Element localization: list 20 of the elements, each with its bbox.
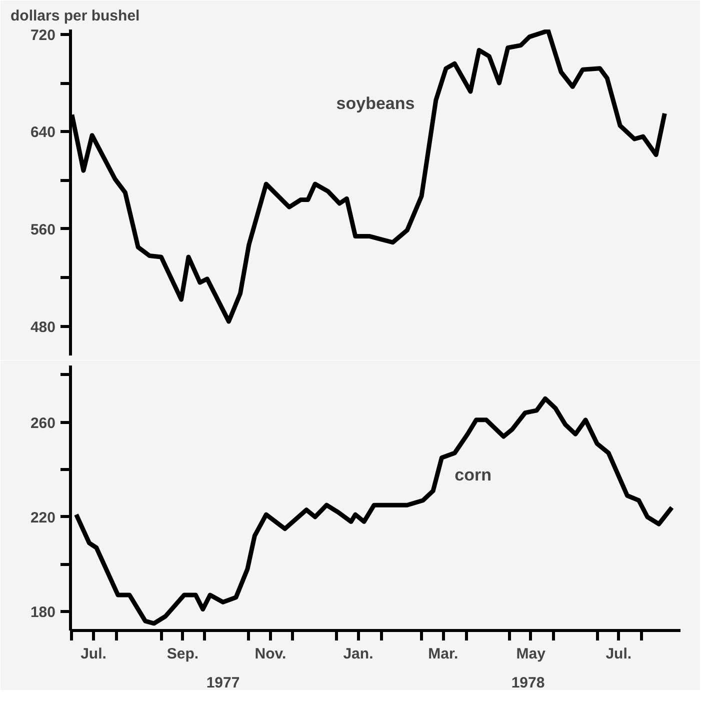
series-label: soybeans <box>336 94 415 113</box>
series-label: corn <box>454 466 492 485</box>
x-tick-label: Jan. <box>343 646 374 662</box>
y-tick-label: 260 <box>30 414 56 432</box>
y-tick-label: 720 <box>30 26 56 44</box>
x-tick-label: Nov. <box>254 646 286 662</box>
x-tick-label: Mar. <box>428 646 458 662</box>
y-tick-label: 480 <box>30 318 56 336</box>
y-tick-label: 560 <box>30 221 56 238</box>
text: 1978 <box>511 674 545 692</box>
x-tick-label: Jul. <box>80 646 106 662</box>
y-tick-label: 180 <box>30 604 56 622</box>
x-tick-label: May <box>516 646 546 662</box>
text: 1977 <box>206 674 240 692</box>
line-series <box>74 396 674 626</box>
x-tick-label: Sep. <box>166 646 199 662</box>
y-axis-title: dollars per bushel <box>10 8 140 24</box>
x-tick-label: Jul. <box>606 646 632 662</box>
y-tick-label: 220 <box>30 509 56 526</box>
y-tick-label: 640 <box>30 124 56 142</box>
